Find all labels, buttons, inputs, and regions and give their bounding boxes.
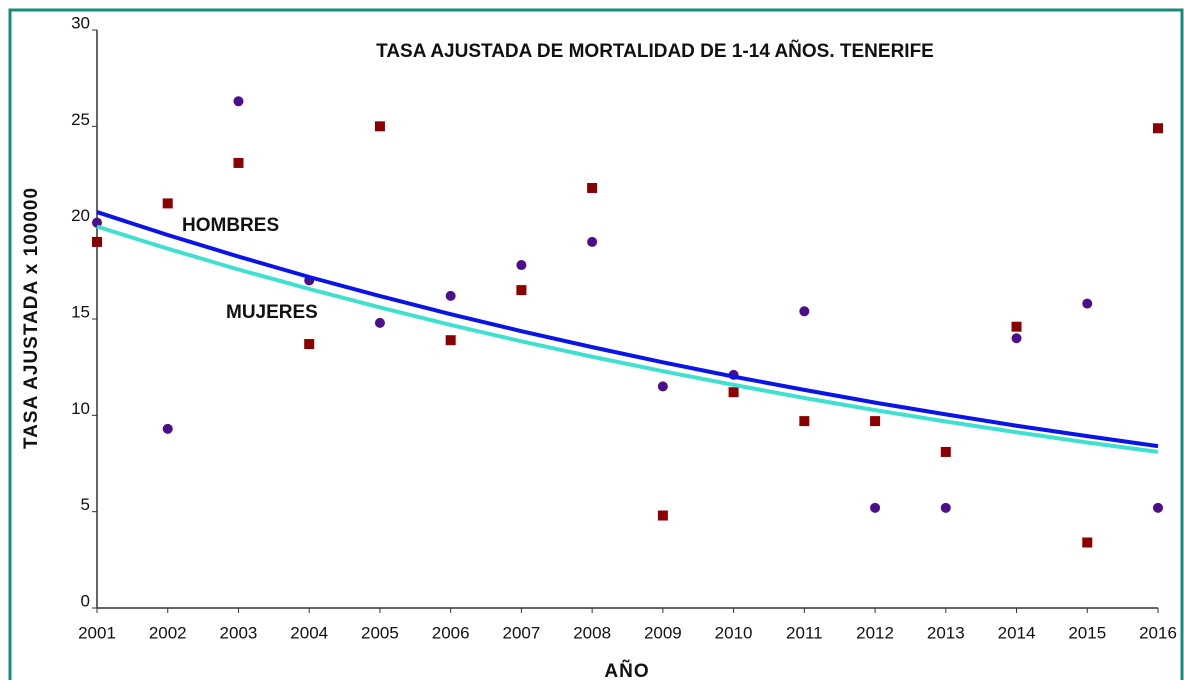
y-tick-label: 20 (71, 206, 90, 225)
x-tick-label: 2005 (361, 623, 399, 642)
point (870, 502, 881, 513)
point (445, 290, 456, 301)
y-tick-label: 10 (71, 399, 90, 418)
point (1011, 321, 1022, 332)
trend-line (96, 224, 1159, 454)
point (657, 510, 668, 521)
x-tick-label: 2002 (149, 623, 187, 642)
x-tick-label: 2012 (856, 623, 894, 642)
trend-line (96, 210, 1159, 449)
point (162, 423, 173, 434)
point (657, 381, 668, 392)
point (445, 335, 456, 346)
x-tick-label: 2008 (573, 623, 611, 642)
point (1011, 333, 1022, 344)
point (304, 339, 315, 350)
point (374, 317, 385, 328)
y-tick-label: 15 (71, 302, 90, 321)
x-tick-label: 2003 (220, 623, 258, 642)
x-tick-label: 2011 (786, 623, 823, 642)
x-tick-label: 2016 (1139, 623, 1177, 642)
point (587, 236, 598, 247)
series-label: HOMBRES (182, 215, 279, 236)
point (940, 502, 951, 513)
x-tick-label: 2010 (715, 623, 753, 642)
point (728, 387, 739, 398)
point (1153, 123, 1163, 134)
series-label: MUJERES (226, 302, 318, 323)
point (233, 157, 244, 168)
x-tick-label: 2007 (502, 623, 540, 642)
y-tick-label: 0 (81, 591, 90, 610)
x-tick-label: 2014 (998, 623, 1036, 642)
point (233, 96, 244, 107)
x-axis-label: AÑO (604, 660, 649, 680)
point (1082, 537, 1093, 548)
chart-title: TASA AJUSTADA DE MORTALIDAD DE 1-14 AÑOS… (376, 40, 934, 62)
x-tick-label: 2004 (290, 623, 328, 642)
point (162, 198, 173, 209)
point (799, 306, 810, 317)
x-tick-label: 2015 (1068, 623, 1106, 642)
point (940, 446, 951, 457)
y-tick-label: 5 (81, 495, 90, 514)
frame (8, 8, 1184, 680)
point (1153, 502, 1163, 513)
y-tick-label: 30 (71, 13, 90, 32)
x-tick-label: 2006 (432, 623, 470, 642)
x-tick-label: 2009 (644, 623, 682, 642)
point (92, 236, 102, 247)
point (870, 416, 881, 427)
y-tick-label: 25 (71, 110, 90, 129)
x-tick-label: 2013 (927, 623, 965, 642)
point (516, 260, 527, 271)
point (374, 121, 385, 132)
point (799, 416, 810, 427)
point (92, 217, 102, 228)
y-axis-label: TASA AJUSTADA x 100000 (21, 187, 42, 449)
point (587, 182, 598, 193)
point (516, 285, 527, 296)
point (1082, 298, 1093, 309)
x-tick-label: 2001 (78, 623, 116, 642)
